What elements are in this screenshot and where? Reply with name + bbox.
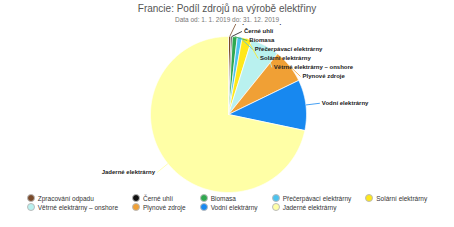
html-text:Francie: Podíl zdrojů na výrob: Francie: Podíl zdrojů na výrobě elektřin…	[137, 3, 317, 14]
svg-text:Solární elektrárny: Solární elektrárny	[260, 55, 311, 61]
html-text:Vodní elektrárny: Vodní elektrárny	[210, 203, 258, 211]
html-text:Větrné elektrárny – onshore: Větrné elektrárny – onshore	[37, 203, 118, 211]
svg-text:Biomasa: Biomasa	[249, 37, 275, 43]
html-text:Data od: 1. 1. 2019 do: 31. 12: Data od: 1. 1. 2019 do: 31. 12. 2019	[175, 16, 279, 23]
html-text:Zpracování odpadu: Zpracování odpadu	[37, 194, 94, 202]
svg-text:Černé uhlí: Černé uhlí	[244, 28, 274, 34]
svg-text:Větrné elektrárny – onshore: Větrné elektrárny – onshore	[274, 64, 354, 70]
html-text:Přečerpávací elektrárny: Přečerpávací elektrárny	[282, 194, 352, 202]
html-text:Solární elektrárny: Solární elektrárny	[376, 194, 428, 202]
html-text:Černé uhlí: Černé uhlí	[143, 194, 173, 202]
svg-text:Zpracování odpadu: Zpracování odpadu	[239, 24, 295, 25]
svg-text:Vodní elektrárny: Vodní elektrárny	[322, 100, 369, 106]
svg-text:Plynové zdroje: Plynové zdroje	[303, 73, 346, 79]
html-text:Biomasa: Biomasa	[210, 194, 236, 202]
svg-text:Jaderné elektrárny: Jaderné elektrárny	[102, 169, 156, 175]
svg-text:Přečerpávací elektrárny: Přečerpávací elektrárny	[255, 46, 323, 52]
html-text:Plynové zdroje: Plynové zdroje	[143, 203, 186, 211]
html-text:Jaderné elektrárny: Jaderné elektrárny	[282, 203, 337, 211]
